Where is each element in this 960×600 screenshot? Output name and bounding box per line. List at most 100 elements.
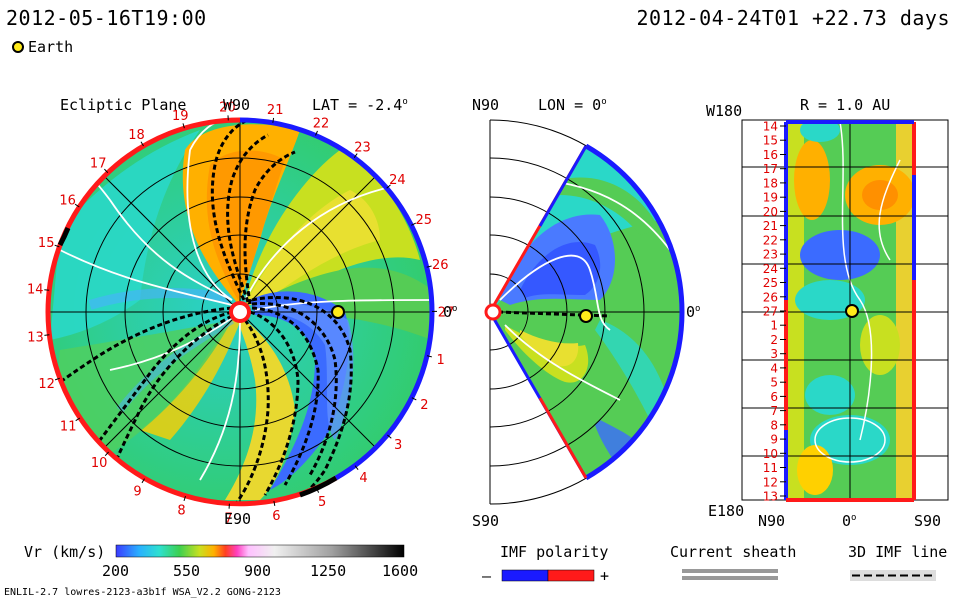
carrington-tick: [273, 500, 276, 506]
meridional-top-label: N90: [472, 96, 500, 114]
polarity-positive-swatch: [547, 569, 595, 582]
map-rotation-label-15: 15: [763, 134, 778, 148]
carrington-tick: [54, 377, 60, 381]
map-rotation-label-7: 7: [770, 404, 778, 418]
map-rotation-label-27: 27: [763, 305, 778, 319]
map-title: R = 1.0 AU: [800, 96, 891, 114]
imf-polarity-swatch: [501, 569, 595, 582]
carrington-tick: [104, 451, 109, 457]
carrington-label-23: 23: [354, 140, 371, 155]
sun-marker: [229, 301, 251, 323]
ecliptic-lat: LAT = -2.4o: [312, 96, 408, 114]
ecliptic-plane-panel: 20 21222324252627123456789101112131415161…: [27, 100, 454, 526]
carrington-tick: [315, 130, 318, 136]
map-rotation-ticks: 1415161718192021222324252627123456789101…: [763, 120, 786, 504]
polarity-negative-swatch: [501, 569, 549, 582]
map-rotation-label-18: 18: [763, 176, 778, 190]
carrington-tick: [54, 244, 60, 248]
ecliptic-polarity-ring: [45, 117, 435, 507]
map-rotation-label-13: 13: [763, 490, 778, 504]
carrington-tick: [183, 495, 186, 502]
map-rotation-label-25: 25: [763, 276, 778, 290]
carrington-label-8: 8: [177, 504, 185, 519]
model-info: ENLIL-2.7 lowres-2123-a3b1f WSA_V2.2 GON…: [4, 587, 281, 598]
carrington-label-27: 27: [438, 305, 455, 320]
map-rotation-label-22: 22: [763, 233, 778, 247]
map-bottom-left: E180: [708, 502, 745, 520]
current-sheath-label: Current sheath: [670, 543, 797, 561]
degree-sign: o: [452, 304, 458, 314]
ecliptic-contours: [59, 120, 432, 481]
carrington-label-10: 10: [91, 456, 108, 471]
meridional-lon: LON = 0o: [538, 96, 607, 114]
current-sheath-swatch: [682, 569, 778, 580]
map-x-tick-n90: N90: [758, 512, 786, 530]
earth-marker-map: [845, 304, 859, 318]
map-rotation-label-24: 24: [763, 262, 778, 276]
degree-sign: o: [695, 304, 701, 314]
meridional-right-label: 0o: [686, 303, 700, 321]
carrington-label-26: 26: [432, 258, 449, 273]
carrington-label-2: 2: [420, 398, 428, 413]
carrington-label-12: 12: [38, 377, 55, 392]
carrington-label-14: 14: [27, 283, 44, 298]
carrington-label-18: 18: [128, 128, 145, 143]
meridional-bottom-label: S90: [472, 512, 500, 530]
carrington-tick: [74, 203, 80, 208]
colorbar-tick-1600: 1600: [382, 562, 419, 580]
meridional-imf-line: [497, 310, 611, 318]
carrington-tick: [75, 417, 81, 422]
map-rotation-label-6: 6: [770, 390, 778, 404]
carrington-label-1: 1: [436, 353, 444, 368]
colorbar-tick-550: 550: [173, 562, 201, 580]
carrington-tick: [387, 434, 392, 439]
meridional-polarity-ring: [488, 143, 685, 481]
carrington-label-6: 6: [272, 509, 280, 524]
ecliptic-carrington-labels: 20 21222324252627123456789101112131415161…: [27, 100, 454, 526]
carrington-label-16: 16: [59, 193, 76, 208]
map-rotation-label-2: 2: [770, 333, 778, 347]
map-rotation-label-5: 5: [770, 376, 778, 390]
map-rotation-label-1: 1: [770, 319, 778, 333]
degree-sign: o: [601, 97, 607, 107]
colorbar-label: Vr (km/s): [24, 543, 106, 561]
carrington-tick: [182, 123, 185, 129]
map-x-zero: 0: [842, 512, 852, 530]
map-rotation-label-12: 12: [763, 475, 778, 489]
imf-3d-label: 3D IMF line: [848, 543, 948, 561]
carrington-tick: [354, 465, 359, 471]
map-rotation-label-19: 19: [763, 191, 778, 205]
lat-text: LAT = -2.4: [312, 96, 403, 114]
map-rotation-label-23: 23: [763, 248, 778, 262]
carrington-label-22: 22: [313, 117, 330, 132]
carrington-label-5: 5: [318, 495, 326, 510]
map-rotation-label-8: 8: [770, 418, 778, 432]
carrington-tick: [386, 184, 391, 189]
imf-polarity-label: IMF polarity: [500, 543, 609, 561]
map-rotation-label-20: 20: [763, 205, 778, 219]
carrington-label-4: 4: [359, 471, 367, 486]
carrington-label-11: 11: [60, 420, 77, 435]
run-info: 2012-04-24T01 +22.73 days: [636, 6, 950, 30]
map-rotation-label-17: 17: [763, 162, 778, 176]
carrington-label-20: 20: [219, 100, 236, 115]
map-rotation-label-3: 3: [770, 347, 778, 361]
earth-icon: [12, 41, 24, 53]
imf-line-swatch: [850, 570, 936, 581]
carrington-label-19: 19: [172, 109, 189, 124]
map-rotation-label-10: 10: [763, 447, 778, 461]
carrington-label-24: 24: [389, 173, 406, 188]
colorbar-tick-900: 900: [244, 562, 272, 580]
carrington-label-9: 9: [133, 485, 141, 500]
vr-colorbar: [115, 544, 405, 558]
map-top-left: W180: [706, 102, 743, 120]
map-rotation-label-4: 4: [770, 361, 778, 375]
ecliptic-bottom-label: E90: [224, 510, 252, 528]
map-rotation-label-14: 14: [763, 120, 778, 134]
sun-marker-meridional: [484, 303, 502, 321]
meridional-plane-panel: [484, 119, 685, 505]
imf-plus: +: [600, 567, 610, 585]
carrington-tick: [316, 487, 320, 493]
map-rotation-label-21: 21: [763, 219, 778, 233]
colorbar-tick-200: 200: [102, 562, 130, 580]
